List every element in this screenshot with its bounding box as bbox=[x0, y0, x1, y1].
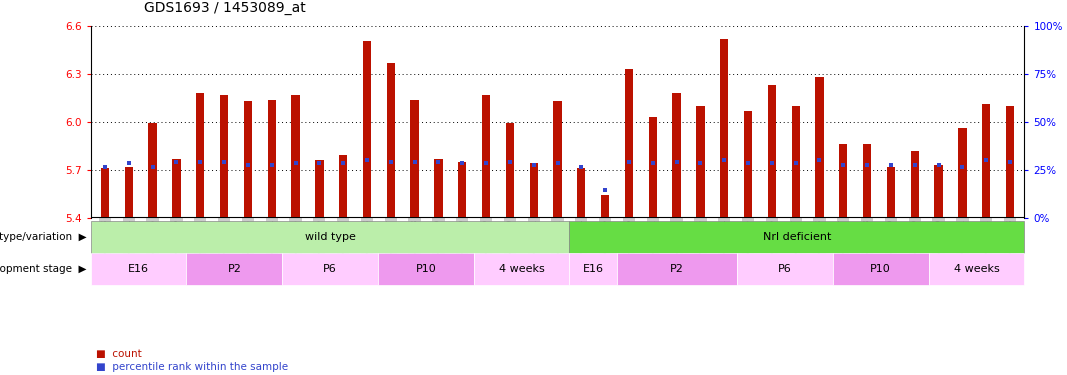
Bar bbox=[577, 168, 586, 217]
Bar bbox=[737, 253, 833, 285]
Bar bbox=[482, 95, 490, 218]
Bar bbox=[458, 162, 466, 218]
Text: GDS1693 / 1453089_at: GDS1693 / 1453089_at bbox=[144, 1, 306, 15]
Bar bbox=[982, 104, 990, 218]
Bar bbox=[863, 144, 872, 218]
Bar bbox=[697, 106, 704, 218]
Bar bbox=[767, 85, 776, 218]
Bar bbox=[815, 77, 824, 218]
Text: wild type: wild type bbox=[305, 232, 355, 242]
Bar bbox=[958, 128, 967, 217]
Bar bbox=[618, 253, 737, 285]
Text: ■  percentile rank within the sample: ■ percentile rank within the sample bbox=[96, 362, 288, 372]
Bar bbox=[839, 144, 847, 218]
Bar bbox=[91, 221, 570, 253]
Bar bbox=[672, 93, 681, 218]
Text: ■  count: ■ count bbox=[96, 349, 142, 359]
Bar bbox=[744, 111, 752, 218]
Bar bbox=[928, 253, 1024, 285]
Bar bbox=[411, 100, 418, 218]
Text: genotype/variation  ▶: genotype/variation ▶ bbox=[0, 232, 86, 242]
Bar bbox=[506, 123, 514, 218]
Text: P6: P6 bbox=[323, 264, 337, 274]
Bar bbox=[434, 159, 443, 218]
Bar bbox=[148, 123, 157, 218]
Text: P2: P2 bbox=[227, 264, 241, 274]
Bar bbox=[339, 155, 348, 218]
Bar bbox=[268, 100, 276, 218]
Bar bbox=[378, 253, 474, 285]
Text: P2: P2 bbox=[670, 264, 684, 274]
Bar bbox=[529, 164, 538, 218]
Bar bbox=[315, 160, 323, 218]
Bar bbox=[649, 117, 657, 218]
Bar bbox=[570, 253, 618, 285]
Bar bbox=[196, 93, 205, 218]
Bar bbox=[601, 195, 609, 217]
Bar bbox=[386, 63, 395, 217]
Bar bbox=[833, 253, 928, 285]
Bar bbox=[291, 95, 300, 218]
Bar bbox=[1006, 106, 1015, 218]
Text: E16: E16 bbox=[583, 264, 604, 274]
Bar bbox=[887, 166, 895, 218]
Bar bbox=[935, 165, 943, 218]
Bar bbox=[220, 95, 228, 218]
Bar bbox=[243, 101, 252, 217]
Bar bbox=[720, 39, 729, 218]
Bar bbox=[474, 253, 570, 285]
Text: 4 weeks: 4 weeks bbox=[498, 264, 544, 274]
Bar bbox=[910, 150, 919, 217]
Bar bbox=[172, 159, 180, 218]
Bar bbox=[570, 221, 1024, 253]
Bar bbox=[625, 69, 633, 218]
Bar bbox=[125, 166, 133, 218]
Bar bbox=[792, 106, 800, 218]
Bar bbox=[187, 253, 282, 285]
Bar bbox=[91, 253, 187, 285]
Bar bbox=[282, 253, 378, 285]
Text: P10: P10 bbox=[415, 264, 436, 274]
Text: Nrl deficient: Nrl deficient bbox=[763, 232, 831, 242]
Text: development stage  ▶: development stage ▶ bbox=[0, 264, 86, 274]
Bar bbox=[100, 168, 109, 217]
Text: P6: P6 bbox=[778, 264, 792, 274]
Bar bbox=[363, 40, 371, 218]
Bar bbox=[554, 101, 561, 217]
Text: 4 weeks: 4 weeks bbox=[954, 264, 1000, 274]
Text: E16: E16 bbox=[128, 264, 149, 274]
Text: P10: P10 bbox=[871, 264, 891, 274]
